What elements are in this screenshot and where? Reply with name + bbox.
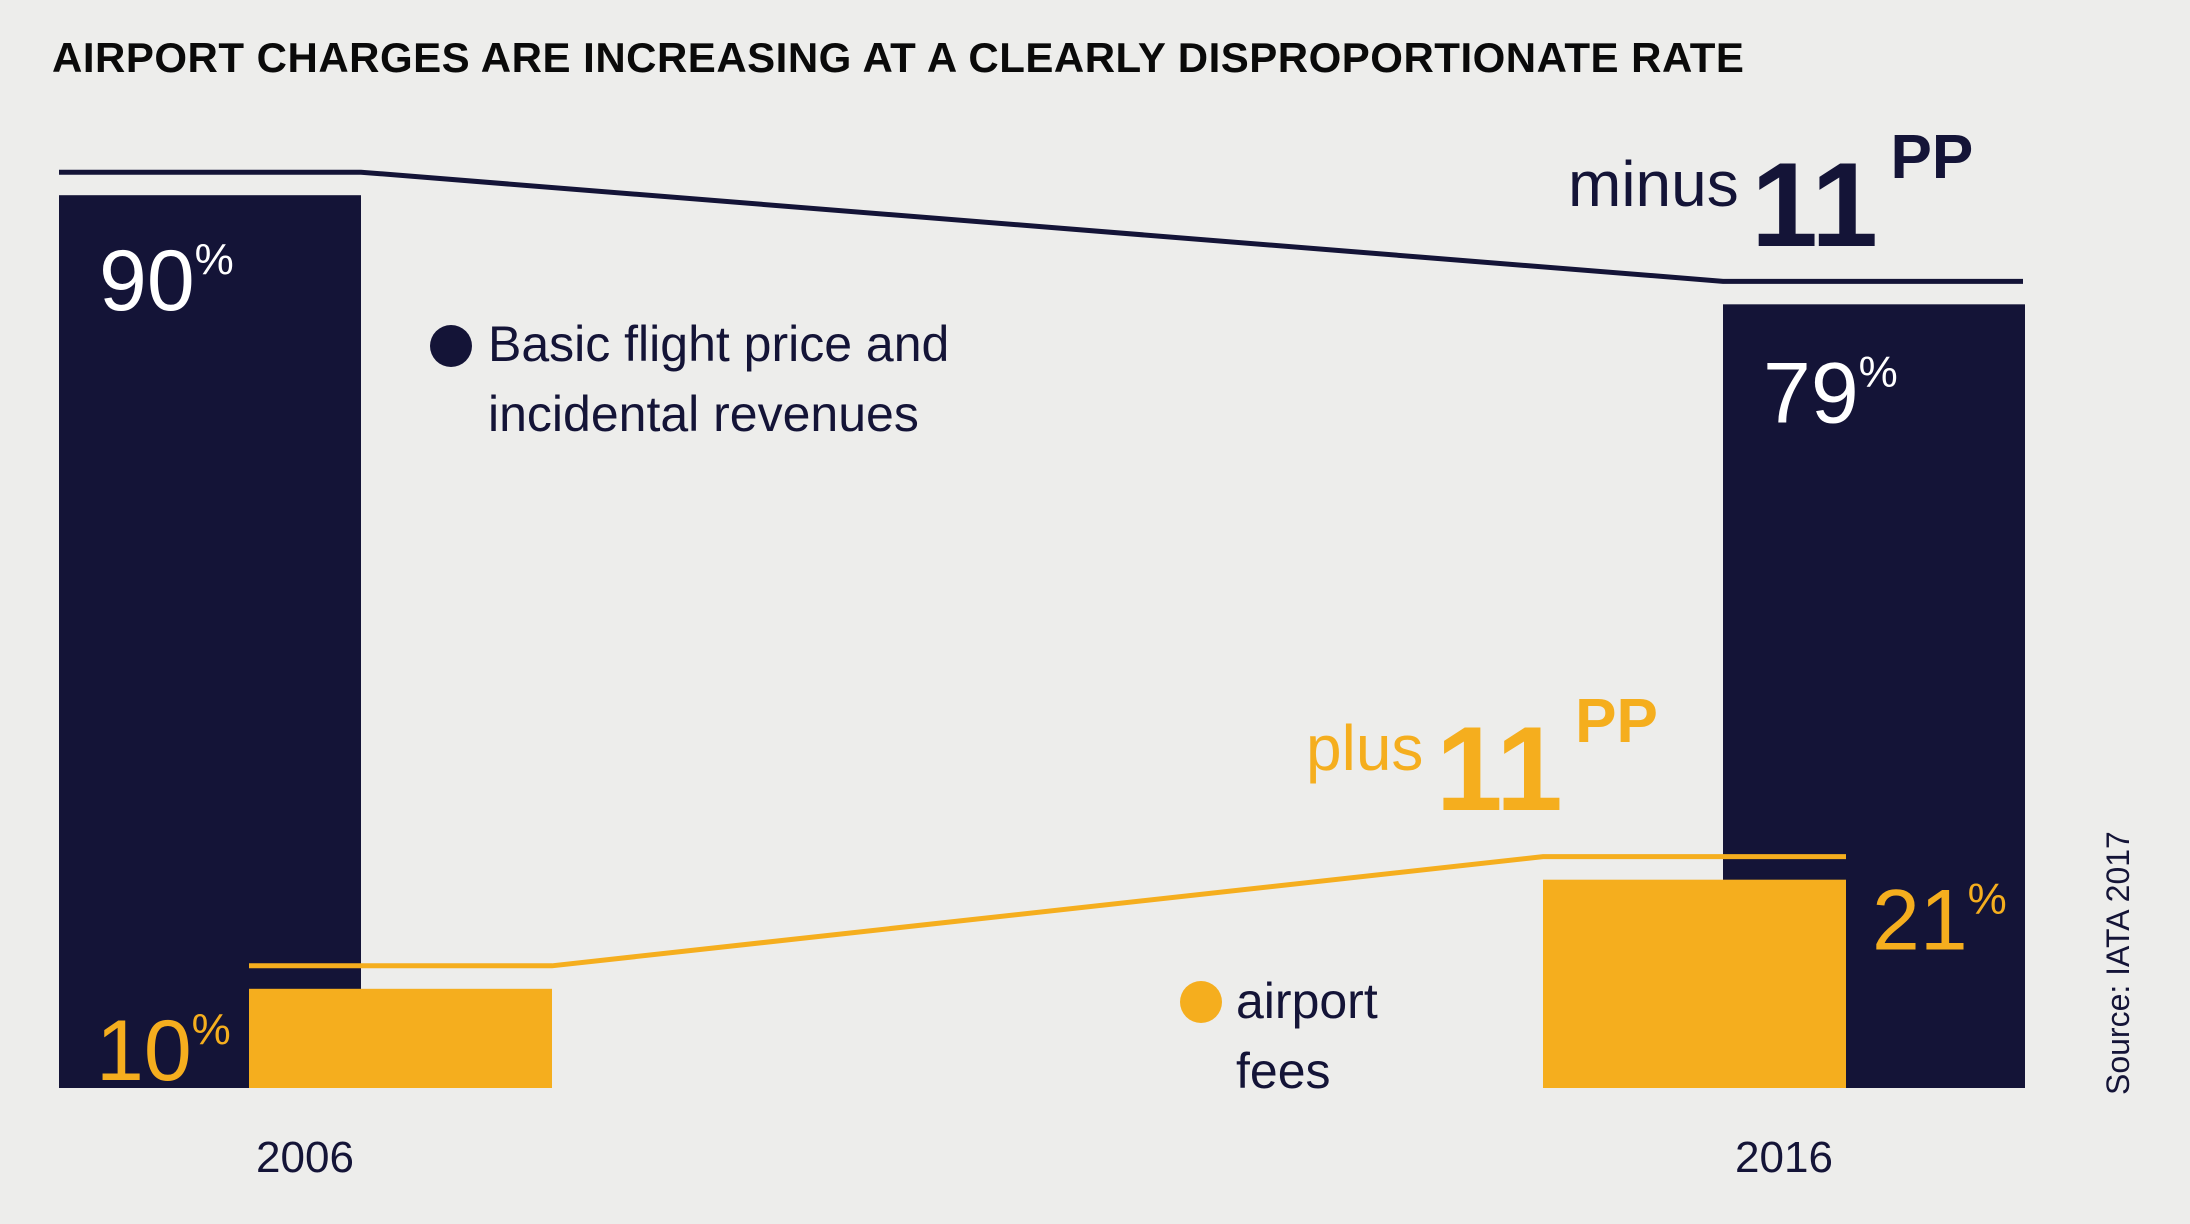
legend-label-fees-line1: airport	[1236, 973, 1378, 1029]
annotation-fees-change: plus 11 PP	[1306, 687, 1658, 836]
trend-line-basic	[59, 169, 2023, 284]
legend-label-basic-line1: Basic flight price and	[488, 316, 949, 372]
x-tick-2006: 2006	[256, 1133, 354, 1182]
value-label-basic-2006: 90%	[99, 233, 234, 329]
legend-swatch-fees	[1180, 981, 1222, 1023]
legend-label-basic-line2: incidental revenues	[488, 386, 919, 442]
legend-swatch-basic	[430, 325, 472, 367]
source-note: Source: IATA 2017	[2100, 831, 2136, 1095]
value-label-fees-2006: 10%	[96, 1003, 231, 1099]
value-label-basic-2016: 79%	[1763, 345, 1898, 441]
annotation-basic-change: minus 11 PP	[1568, 123, 1973, 272]
x-tick-2016: 2016	[1735, 1133, 1833, 1182]
bar-fees-2006	[249, 988, 552, 1088]
bar-fees-2016	[1543, 879, 1846, 1088]
legend-label-fees-line2: fees	[1236, 1043, 1331, 1099]
value-label-fees-2016: 21%	[1872, 873, 2007, 969]
trend-line-fees	[249, 854, 1846, 969]
page-title: AIRPORT CHARGES ARE INCREASING AT A CLEA…	[52, 34, 1745, 81]
bars-layer	[59, 195, 2025, 1088]
bar-basic-2006	[59, 195, 361, 1088]
trend-lines	[59, 169, 2023, 969]
